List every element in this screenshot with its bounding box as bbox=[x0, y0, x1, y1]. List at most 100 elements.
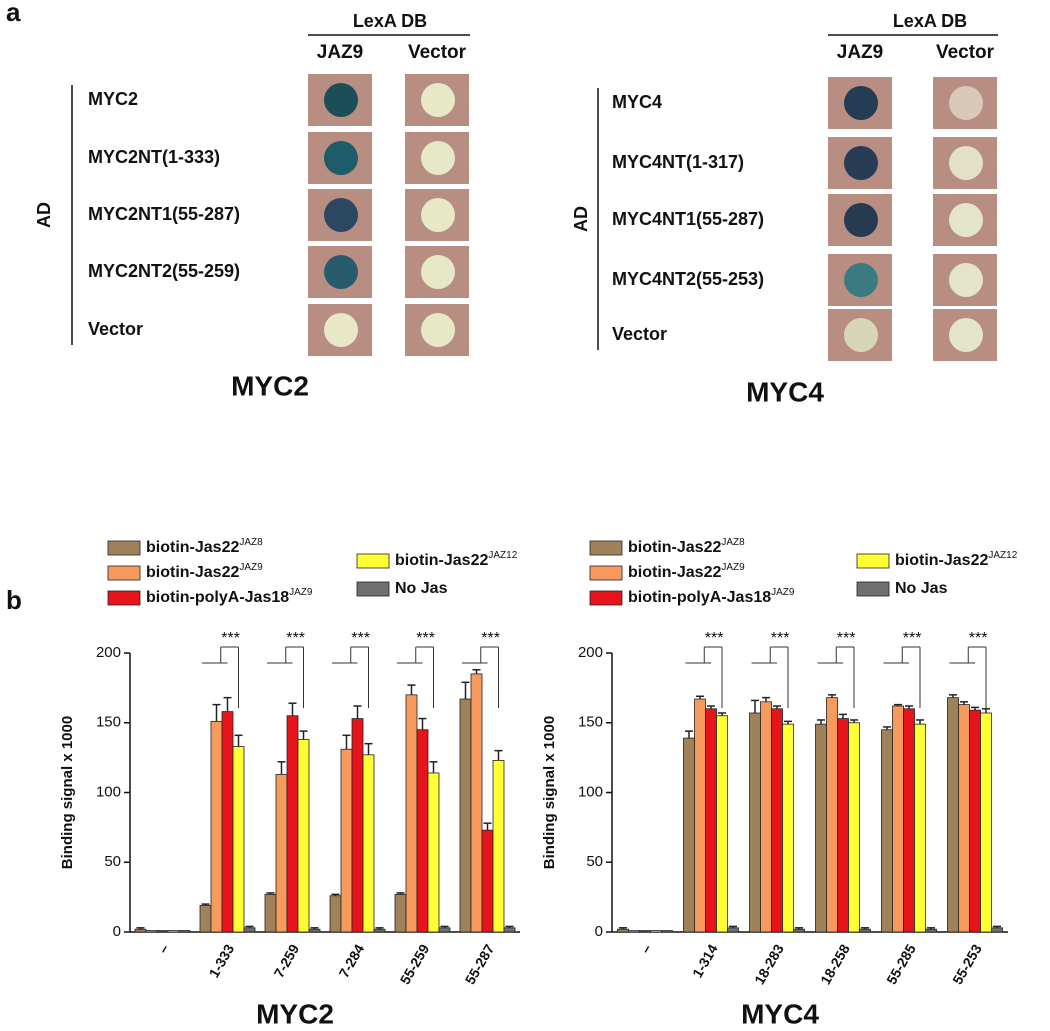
legend-name: biotin-Jas22 bbox=[628, 539, 721, 556]
y-axis-label: Binding signal x 1000 bbox=[59, 716, 76, 869]
legend-label: biotin-Jas22JAZ9 bbox=[146, 562, 263, 582]
colony-spot bbox=[844, 146, 878, 180]
colony-spot bbox=[421, 141, 455, 175]
colony-spot bbox=[949, 203, 983, 237]
row-label: Vector bbox=[612, 324, 667, 344]
bar bbox=[134, 928, 147, 933]
legend-superscript: JAZ8 bbox=[721, 537, 745, 548]
colony-spot bbox=[324, 198, 358, 232]
legend-label: biotin-Jas22JAZ8 bbox=[628, 537, 745, 557]
row-axis-label: AD bbox=[34, 202, 54, 228]
colony-spot bbox=[949, 86, 983, 120]
x-tick-label: – bbox=[155, 941, 173, 956]
row-label: Vector bbox=[88, 319, 143, 339]
colony-spot bbox=[421, 313, 455, 347]
bar bbox=[405, 694, 418, 933]
bar bbox=[329, 895, 342, 933]
legend-label: No Jas bbox=[395, 580, 448, 597]
significance: *** bbox=[837, 630, 856, 647]
legend-swatch bbox=[589, 540, 623, 556]
blot-title: MYC2 bbox=[231, 370, 309, 401]
legend-label: biotin-Jas22JAZ9 bbox=[628, 562, 745, 582]
row-label: MYC4NT2(55-253) bbox=[612, 269, 764, 289]
legend-swatch bbox=[356, 581, 390, 597]
significance: *** bbox=[969, 630, 988, 647]
y-tick-label: 150 bbox=[578, 714, 603, 731]
colony-spot bbox=[421, 198, 455, 232]
bar bbox=[394, 893, 407, 933]
bar bbox=[503, 927, 516, 933]
bar bbox=[914, 723, 926, 933]
y-tick-label: 50 bbox=[586, 853, 603, 870]
column-header: LexA DB bbox=[353, 11, 427, 31]
x-tick-label: 7-259 bbox=[271, 941, 303, 980]
legend-superscript: JAZ9 bbox=[289, 587, 313, 598]
x-tick-label: 1-333 bbox=[206, 941, 238, 980]
row-axis-label: AD bbox=[571, 206, 591, 232]
y-tick-label: 100 bbox=[578, 783, 603, 800]
legend-name: biotin-Jas22 bbox=[146, 564, 239, 581]
bar bbox=[694, 698, 706, 933]
bar bbox=[617, 928, 629, 933]
legend-name: No Jas bbox=[395, 580, 448, 597]
colony-spot bbox=[844, 203, 878, 237]
bar bbox=[470, 673, 483, 933]
row-label: MYC2NT2(55-259) bbox=[88, 261, 240, 281]
bar bbox=[716, 715, 728, 933]
bar bbox=[145, 930, 158, 933]
bar bbox=[286, 715, 299, 933]
bar bbox=[416, 729, 429, 933]
x-tick-label: 55-253 bbox=[949, 941, 985, 987]
chart-title: MYC4 bbox=[741, 998, 819, 1029]
y-axis-label: Binding signal x 1000 bbox=[541, 716, 558, 869]
bar bbox=[771, 708, 783, 933]
legend-swatch bbox=[856, 581, 890, 597]
bar bbox=[683, 737, 695, 933]
y-tick-label: 200 bbox=[578, 644, 603, 661]
legend-name: biotin-Jas22 bbox=[895, 552, 988, 569]
x-tick-label: 18-258 bbox=[817, 941, 853, 987]
legend-label: biotin-Jas22JAZ12 bbox=[895, 550, 1018, 570]
bar bbox=[210, 720, 223, 933]
row-label: MYC4 bbox=[612, 92, 662, 112]
colony-spot bbox=[844, 263, 878, 297]
bar bbox=[243, 927, 256, 933]
legend-swatch bbox=[356, 553, 390, 569]
bar bbox=[362, 754, 375, 933]
significance: *** bbox=[221, 630, 240, 647]
bar bbox=[705, 708, 717, 933]
colony-spot bbox=[844, 318, 878, 352]
bar bbox=[221, 711, 234, 933]
bar bbox=[232, 746, 245, 933]
significance: *** bbox=[416, 630, 435, 647]
bar bbox=[178, 930, 191, 933]
bar bbox=[492, 760, 505, 933]
colony-spot bbox=[324, 141, 358, 175]
legend-name: biotin-polyA-Jas18 bbox=[628, 589, 771, 606]
row-label: MYC4NT1(55-287) bbox=[612, 209, 764, 229]
bar bbox=[264, 893, 277, 933]
legend-label: biotin-polyA-Jas18JAZ9 bbox=[628, 587, 795, 607]
y-tick-label: 0 bbox=[113, 923, 121, 940]
bar bbox=[925, 928, 937, 933]
panel-label: a bbox=[6, 0, 21, 27]
bar bbox=[427, 772, 440, 933]
colony-spot bbox=[949, 146, 983, 180]
x-tick-label: 1-314 bbox=[689, 941, 721, 980]
bar bbox=[167, 930, 180, 933]
significance: *** bbox=[481, 630, 500, 647]
bar bbox=[340, 748, 353, 933]
significance: *** bbox=[903, 630, 922, 647]
bar bbox=[727, 927, 739, 933]
bar bbox=[892, 705, 904, 933]
bar bbox=[826, 697, 838, 933]
x-tick-label: 55-285 bbox=[883, 941, 919, 987]
y-tick-label: 50 bbox=[104, 853, 121, 870]
bar bbox=[793, 928, 805, 933]
x-tick-label: 18-283 bbox=[751, 941, 787, 987]
legend-label: biotin-Jas22JAZ8 bbox=[146, 537, 263, 557]
bar bbox=[199, 905, 212, 933]
y-tick-label: 200 bbox=[96, 644, 121, 661]
colony-spot bbox=[421, 83, 455, 117]
